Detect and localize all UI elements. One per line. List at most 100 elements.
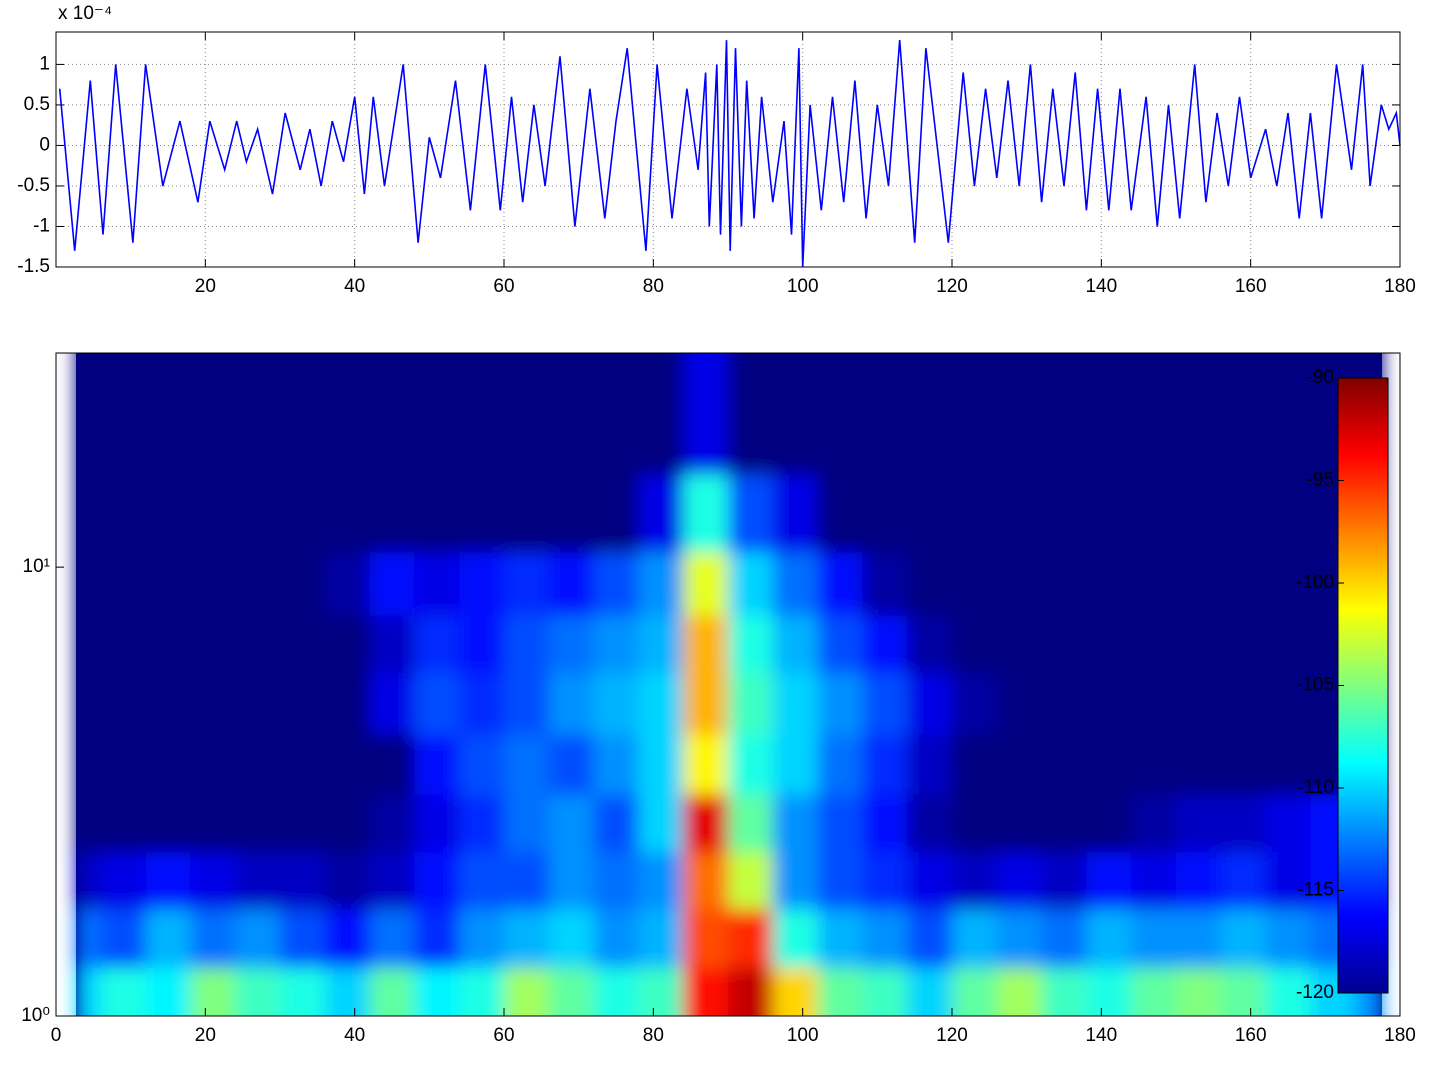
heat-cell: [1131, 908, 1177, 968]
heat-cell: [952, 851, 998, 910]
heat-cell: [1086, 908, 1132, 968]
heat-cell: [1265, 967, 1311, 1016]
heat-cell: [907, 851, 953, 910]
heat-cell: [100, 734, 147, 795]
heat-cell: [952, 551, 998, 616]
heat-cell: [280, 794, 326, 853]
heat-cell: [504, 615, 550, 673]
heat-cell: [728, 908, 774, 968]
heat-cell: [324, 908, 371, 968]
x-tick-label: 160: [1235, 276, 1267, 297]
heat-cell: [235, 551, 281, 616]
heat-cell: [1086, 794, 1132, 853]
y-tick-label: -0.5: [17, 175, 50, 196]
heat-cell: [862, 615, 908, 673]
heat-cell: [76, 672, 102, 735]
heat-cell: [683, 908, 729, 968]
colorbar-tick-label: -95: [1307, 470, 1334, 491]
heat-cell: [683, 794, 729, 853]
heat-cell: [907, 967, 953, 1016]
heat-cell: [638, 615, 684, 673]
heat-cell: [1265, 551, 1311, 616]
heat-cell: [817, 967, 863, 1016]
signal-line: [58, 40, 1401, 268]
heat-cell: [324, 353, 371, 475]
colorbar-tick-label: -115: [1297, 880, 1334, 901]
heat-cell: [593, 672, 639, 735]
heat-cell: [459, 551, 505, 616]
heat-cell: [1086, 672, 1132, 735]
heat-cell: [728, 672, 774, 735]
heat-cell: [145, 551, 191, 616]
heat-cell: [1176, 474, 1222, 553]
heat-cell: [638, 851, 684, 910]
heat-cell: [1220, 794, 1267, 853]
heat-cell: [1265, 851, 1311, 910]
heat-cell: [504, 851, 550, 910]
heat-cell: [638, 474, 684, 553]
heat-cell: [862, 908, 908, 968]
colorbar-tick-label: -110: [1297, 777, 1334, 798]
heat-cell: [772, 794, 819, 853]
heat-cell: [683, 474, 729, 553]
heat-cell: [638, 551, 684, 616]
x-tick-label: 60: [493, 276, 514, 297]
colorbar-tick-label: -90: [1307, 367, 1334, 388]
heat-cell: [952, 967, 998, 1016]
heat-cell: [369, 908, 415, 968]
heat-cell: [548, 551, 595, 616]
heat-cell: [952, 672, 998, 735]
heat-cell: [324, 734, 371, 795]
heat-cell: [100, 672, 147, 735]
heat-cell: [862, 474, 908, 553]
heat-cell: [907, 615, 953, 673]
heat-cell: [414, 474, 460, 553]
heat-cell: [145, 474, 191, 553]
heat-cell: [369, 474, 415, 553]
heat-cell: [1086, 734, 1132, 795]
heat-cell: [1265, 353, 1311, 475]
heat-cell: [145, 851, 191, 910]
heat-cell: [548, 353, 595, 475]
heat-cell: [728, 734, 774, 795]
heat-cell: [1265, 794, 1311, 853]
heat-cell: [1265, 474, 1311, 553]
heat-cell: [1041, 551, 1087, 616]
heat-cell: [459, 908, 505, 968]
heat-cell: [907, 474, 953, 553]
heat-cell: [817, 851, 863, 910]
heat-cell: [369, 734, 415, 795]
heat-cell: [76, 967, 102, 1016]
heat-cell: [548, 474, 595, 553]
heat-cell: [369, 353, 415, 475]
heat-cell: [728, 551, 774, 616]
heat-cell: [1265, 672, 1311, 735]
heat-cell: [1265, 908, 1311, 968]
heat-cell: [683, 615, 729, 673]
heat-cell: [817, 908, 863, 968]
heat-cell: [548, 967, 595, 1016]
heat-cell: [1131, 615, 1177, 673]
heat-cell: [952, 615, 998, 673]
heat-cell: [100, 551, 147, 616]
heat-cell: [593, 967, 639, 1016]
heat-cell: [638, 734, 684, 795]
heat-cell: [1176, 551, 1222, 616]
heat-cell: [504, 967, 550, 1016]
heat-cell: [728, 615, 774, 673]
heat-cell: [459, 734, 505, 795]
x-tick-label: 60: [493, 1025, 514, 1046]
spectrogram: [76, 353, 1383, 1016]
heat-cell: [728, 851, 774, 910]
heat-cell: [996, 851, 1043, 910]
y-tick-label: 10¹: [23, 556, 50, 577]
heat-cell: [772, 551, 819, 616]
heat-cell: [1041, 967, 1087, 1016]
heat-cell: [190, 734, 236, 795]
heat-cell: [1220, 967, 1267, 1016]
heat-cell: [817, 734, 863, 795]
y-multiplier: x 10⁻⁴: [58, 3, 112, 24]
heat-cell: [145, 615, 191, 673]
heat-cell: [907, 734, 953, 795]
heat-cell: [1176, 353, 1222, 475]
